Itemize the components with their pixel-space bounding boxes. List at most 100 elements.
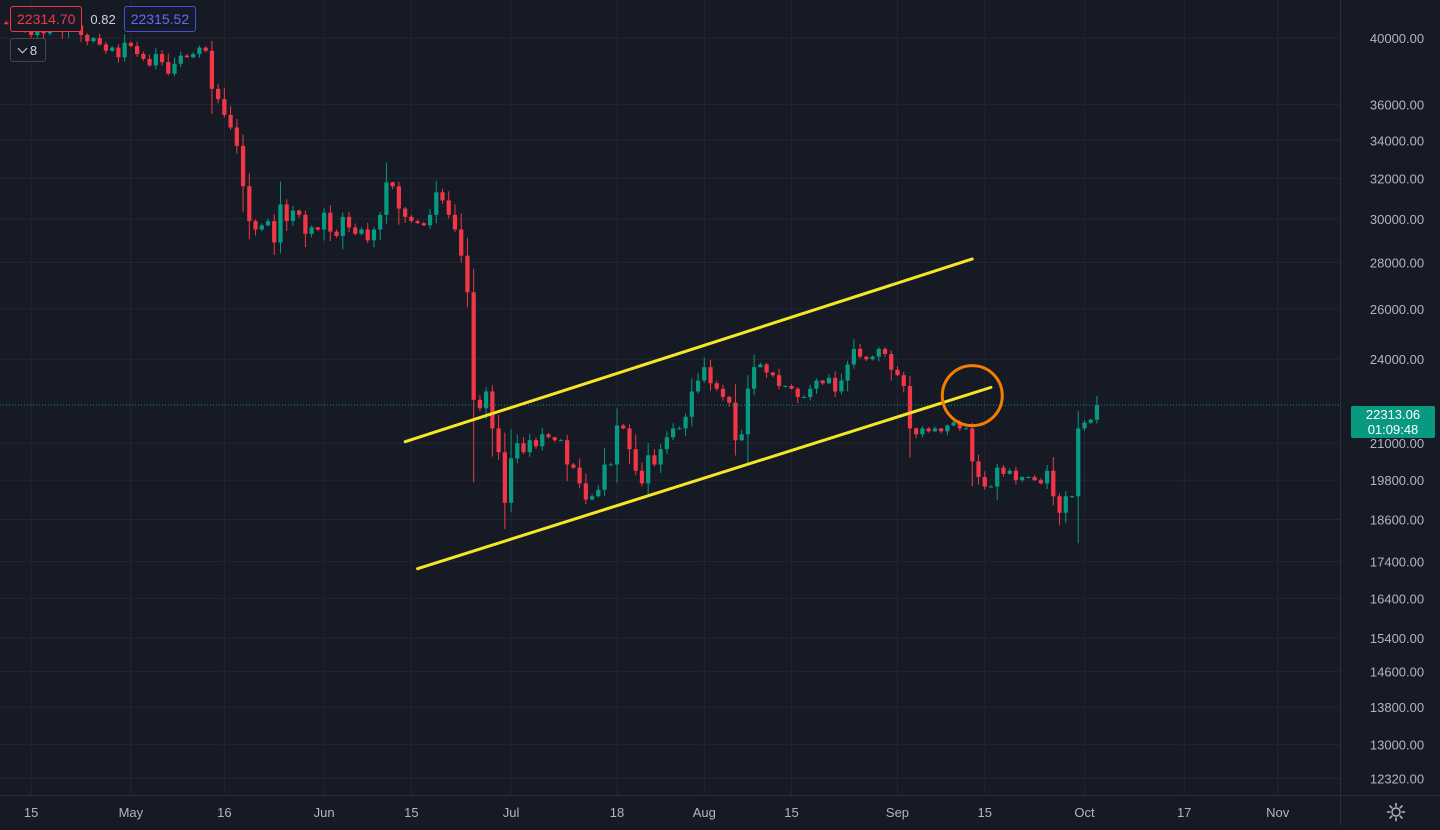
candle <box>340 212 345 250</box>
candle-body <box>265 221 271 226</box>
candle-body <box>546 434 551 438</box>
collapse-indicators-button[interactable]: 8 <box>10 38 46 62</box>
x-tick-label: 16 <box>217 805 231 820</box>
candle-body <box>795 388 800 398</box>
candle-body <box>315 227 320 230</box>
candle-body <box>334 231 339 236</box>
candle-body <box>116 47 121 58</box>
candle-body <box>1069 496 1075 498</box>
candle <box>502 432 507 530</box>
candle-body <box>452 214 458 230</box>
gear-icon[interactable] <box>1386 802 1406 822</box>
candle <box>552 436 557 443</box>
candle-body <box>527 440 532 453</box>
candle <box>247 173 252 240</box>
chevron-down-icon <box>17 43 28 53</box>
candle <box>621 423 626 430</box>
candle <box>290 205 296 226</box>
y-tick-label: 14600.00 <box>1370 665 1424 680</box>
candle <box>677 426 682 430</box>
candle <box>670 423 676 441</box>
candle <box>589 494 595 501</box>
candle <box>515 434 520 464</box>
candle <box>758 362 763 368</box>
candle <box>739 429 744 442</box>
candle <box>870 355 875 361</box>
candle-body <box>1026 477 1031 479</box>
candle <box>1007 468 1012 475</box>
candle <box>259 223 264 232</box>
candle <box>297 209 302 218</box>
candle-body <box>639 470 645 484</box>
candle <box>402 206 408 223</box>
candle-body <box>346 216 352 228</box>
candle-body <box>789 386 794 389</box>
candle-body <box>995 467 1000 487</box>
candle <box>963 426 969 430</box>
candle <box>396 181 402 225</box>
candle-body <box>558 440 564 442</box>
candle-body <box>209 50 215 89</box>
candle <box>147 54 152 67</box>
candle <box>932 426 938 432</box>
candle-body <box>309 227 314 234</box>
candle-body <box>371 229 377 241</box>
candle-body <box>147 58 152 66</box>
candle <box>209 40 215 114</box>
candle <box>110 45 115 52</box>
candle <box>814 378 819 395</box>
candle-body <box>608 464 613 466</box>
candle <box>770 372 775 378</box>
candle-body <box>845 364 850 381</box>
candle <box>540 427 545 451</box>
candle <box>253 219 258 236</box>
y-tick-label: 13000.00 <box>1370 738 1424 753</box>
candle <box>646 443 651 497</box>
candle-body <box>882 348 888 355</box>
bid-price[interactable]: 22314.70 <box>10 6 83 32</box>
candle <box>845 360 850 392</box>
candle-body <box>945 425 950 432</box>
candle <box>521 436 526 455</box>
candle-body <box>1032 477 1037 481</box>
ask-price[interactable]: 22315.52 <box>123 6 197 32</box>
candle <box>153 47 158 70</box>
candle <box>633 434 638 476</box>
candle <box>434 180 439 224</box>
candle-body <box>284 204 289 222</box>
y-tick-label: 13800.00 <box>1370 700 1424 715</box>
candle <box>1069 495 1075 498</box>
candle-body <box>128 42 134 47</box>
quote-bar: 22314.70 0.82 22315.52 <box>10 6 197 32</box>
candle <box>508 429 514 513</box>
candle <box>608 462 613 466</box>
candle-body <box>627 428 632 450</box>
candle <box>976 454 981 485</box>
candle-body <box>1088 419 1093 423</box>
candle-body <box>1013 470 1019 481</box>
candle-body <box>714 383 719 389</box>
candle-body <box>353 227 358 234</box>
candle <box>1076 411 1081 544</box>
candle-body <box>801 397 807 399</box>
candle <box>1044 465 1050 490</box>
candle <box>702 357 707 383</box>
candle <box>91 36 96 43</box>
candle-body <box>166 62 171 74</box>
candle-body <box>764 364 769 373</box>
candle <box>783 385 788 388</box>
y-tick-label: 18600.00 <box>1370 512 1424 527</box>
candle <box>172 57 177 77</box>
candle <box>390 181 395 190</box>
candle <box>97 33 102 46</box>
candle <box>652 449 657 467</box>
candle-body <box>602 464 607 490</box>
candle-body <box>670 428 676 438</box>
candle <box>558 438 564 442</box>
candle-body <box>234 127 239 146</box>
candle <box>583 473 588 505</box>
candle-body <box>141 54 146 59</box>
candle <box>440 188 445 205</box>
